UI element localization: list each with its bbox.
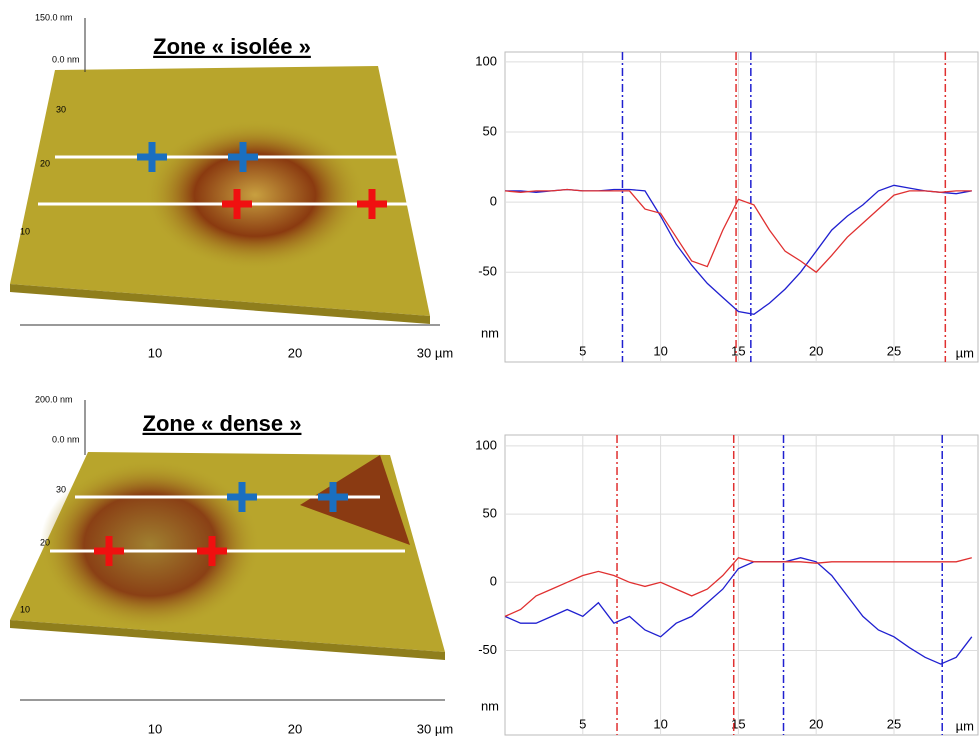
plot-area (504, 51, 979, 363)
x-tick-label: 20 (809, 716, 823, 731)
plot-area (504, 434, 979, 736)
crater (145, 120, 365, 270)
y-label: 30 (56, 104, 66, 114)
series-line (504, 556, 972, 617)
z-label: 0.0 nm (52, 54, 80, 64)
y-tick-label: 0 (490, 194, 497, 209)
x-tick-label: 5 (579, 716, 586, 731)
z-label: 150.0 nm (35, 12, 73, 22)
y-label: 10 (20, 604, 30, 614)
crater (40, 460, 260, 630)
x-tick-label: 10 (653, 343, 667, 358)
z-label: 0.0 nm (52, 434, 80, 444)
profile-chart: -50 0 50 100 5 10 15 20 25 nm µm (475, 434, 979, 736)
y-tick-label: 50 (483, 123, 497, 138)
x-tick-label: 15 (731, 716, 745, 731)
y-label: 20 (40, 537, 50, 547)
x-tick-label: 5 (579, 343, 586, 358)
x-label: 10 (148, 721, 162, 736)
y-tick-label: -50 (478, 264, 497, 279)
x-label: 30 µm (417, 721, 453, 736)
cross (94, 536, 227, 566)
x-axis-label: µm (956, 345, 974, 360)
profile-chart: -50 0 50 100 5 10 15 20 25 nm µm (475, 51, 979, 363)
x-tick-label: 10 (653, 716, 667, 731)
y-tick-label: 100 (475, 53, 497, 68)
y-tick-label: 50 (483, 506, 497, 521)
crater (300, 455, 410, 545)
z-label: 200.0 nm (35, 394, 73, 404)
y-axis-label: nm (481, 325, 499, 340)
series-line (504, 557, 973, 665)
x-tick-label: 20 (809, 343, 823, 358)
y-tick-label: 0 (490, 574, 497, 589)
y-tick-label: 100 (475, 437, 497, 452)
zone-title: Zone « isolée » (153, 34, 311, 59)
y-label: 30 (56, 484, 66, 494)
x-label: 10 (148, 345, 162, 360)
y-tick-label: -50 (478, 642, 497, 657)
x-tick-label: 25 (887, 343, 901, 358)
cross (222, 189, 387, 219)
x-tick-label: 15 (731, 343, 745, 358)
zone-title: Zone « dense » (143, 411, 302, 436)
y-axis-label: nm (481, 698, 499, 713)
cross (137, 142, 258, 172)
afm-image: 200.0 nm 0.0 nm 30 20 10 10 20 30 µm Zon… (10, 394, 453, 736)
x-label: 30 µm (417, 345, 453, 360)
series-line (504, 188, 972, 274)
surface-edge (10, 620, 445, 660)
x-axis-label: µm (956, 718, 974, 733)
surface-edge (10, 284, 430, 324)
y-label: 20 (40, 158, 50, 168)
x-label: 20 (288, 721, 302, 736)
y-label: 10 (20, 226, 30, 236)
x-label: 20 (288, 345, 302, 360)
cross (227, 482, 348, 512)
x-tick-label: 25 (887, 716, 901, 731)
afm-image: 150.0 nm 0.0 nm 30 20 10 10 20 30 µm Zon… (10, 12, 453, 360)
